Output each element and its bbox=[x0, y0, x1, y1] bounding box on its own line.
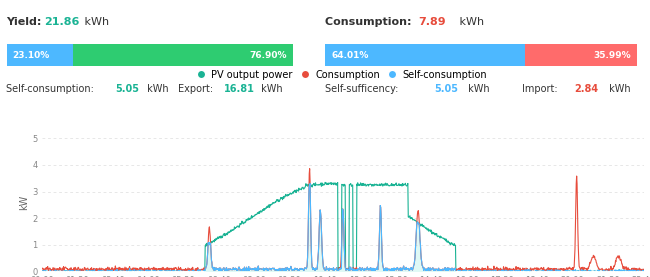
Text: 16.81: 16.81 bbox=[224, 84, 255, 94]
Text: 35.99%: 35.99% bbox=[593, 51, 630, 60]
Text: Import:: Import: bbox=[521, 84, 560, 94]
Text: Consumption:: Consumption: bbox=[325, 17, 415, 27]
Text: kWh: kWh bbox=[258, 84, 283, 94]
Text: 21.86: 21.86 bbox=[44, 17, 79, 27]
Text: 5.05: 5.05 bbox=[434, 84, 458, 94]
Text: 23.10%: 23.10% bbox=[12, 51, 49, 60]
Text: Yield:: Yield: bbox=[6, 17, 46, 27]
Text: 5.05: 5.05 bbox=[115, 84, 139, 94]
Bar bbox=[73, 44, 292, 66]
Y-axis label: kW: kW bbox=[20, 194, 29, 210]
Text: kWh: kWh bbox=[456, 17, 484, 27]
Bar bbox=[6, 44, 73, 66]
Text: 2.84: 2.84 bbox=[575, 84, 599, 94]
Text: 64.01%: 64.01% bbox=[332, 51, 369, 60]
Text: kWh: kWh bbox=[81, 17, 109, 27]
Text: Self-sufficency:: Self-sufficency: bbox=[325, 84, 402, 94]
Text: kWh: kWh bbox=[606, 84, 630, 94]
Bar bbox=[525, 44, 637, 66]
Bar bbox=[325, 44, 525, 66]
Text: Export:: Export: bbox=[178, 84, 216, 94]
Text: Self-consumption:: Self-consumption: bbox=[6, 84, 97, 94]
Text: 7.89: 7.89 bbox=[419, 17, 446, 27]
Legend: PV output power, Consumption, Self-consumption: PV output power, Consumption, Self-consu… bbox=[195, 66, 491, 84]
Text: kWh: kWh bbox=[144, 84, 168, 94]
Text: kWh: kWh bbox=[465, 84, 490, 94]
Text: 76.90%: 76.90% bbox=[250, 51, 287, 60]
